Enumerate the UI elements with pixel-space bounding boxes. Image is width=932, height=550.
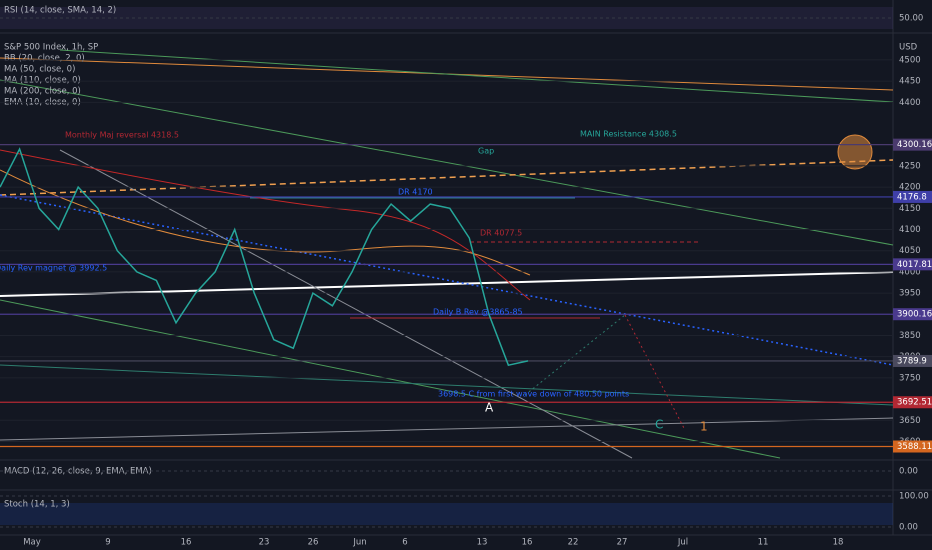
- annotation: A: [485, 401, 494, 415]
- indicator-tick-label: 100.00: [899, 492, 929, 502]
- x-tick-label: Jul: [677, 538, 688, 548]
- y-tick-label: 4400: [899, 98, 921, 108]
- x-tick-label: 27: [617, 538, 628, 548]
- x-tick-label: 26: [308, 538, 319, 548]
- x-tick-label: 23: [259, 538, 270, 548]
- level-label: 3588.11: [897, 442, 932, 452]
- level-box: [893, 258, 932, 271]
- indicator-tick-label: 0.00: [899, 467, 918, 477]
- legend-item: MA (50, close, 0): [4, 65, 75, 75]
- annotation: DR 4170: [398, 188, 433, 197]
- trend-line: [0, 194, 894, 366]
- level-label: 3692.51: [897, 398, 932, 408]
- level-box: [893, 138, 932, 151]
- x-tick-label: 6: [402, 538, 407, 548]
- annotation: Monthly Maj reversal 4318.5: [65, 131, 179, 140]
- annotation: DR 4077.5: [480, 229, 522, 238]
- level-label: 3789.9: [897, 356, 927, 366]
- trend-line: [59, 149, 633, 459]
- level-box: [893, 440, 932, 453]
- chart-title: S&P 500 Index, 1h, SP: [4, 43, 98, 53]
- trend-line: [0, 271, 894, 297]
- annotation: Daily Rev magnet @ 3992.5: [0, 264, 107, 273]
- x-tick-label: 16: [181, 538, 192, 548]
- currency-label: USD: [899, 43, 918, 53]
- y-tick-label: 4450: [899, 77, 921, 87]
- y-tick-label: 4000: [899, 267, 921, 277]
- stoch-band: [0, 503, 893, 525]
- indicator-name: Stoch (14, 1, 3): [4, 500, 70, 510]
- level-label: 4300.16: [897, 140, 932, 150]
- annotation: Daily B Rev @3865-85: [433, 308, 523, 317]
- y-tick-label: 4500: [899, 55, 921, 65]
- trend-line: [624, 314, 686, 431]
- trend-line: [0, 417, 894, 441]
- x-tick-label: Jun: [352, 538, 366, 548]
- level-box: [893, 190, 932, 203]
- y-tick-label: 3650: [899, 416, 921, 426]
- price-line: [0, 147, 529, 367]
- level-label: 4017.81: [897, 260, 932, 270]
- y-tick-label: 3850: [899, 331, 921, 341]
- x-tick-label: 13: [477, 538, 488, 548]
- trend-line: [59, 49, 894, 103]
- level-box: [893, 396, 932, 409]
- indicator-tick-label: 0.00: [899, 523, 918, 533]
- moving-average: [0, 169, 531, 276]
- level-box: [893, 308, 932, 321]
- x-tick-label: 11: [758, 538, 769, 548]
- trend-line: [0, 299, 781, 459]
- x-tick-label: 18: [833, 538, 844, 548]
- trend-line: [524, 314, 626, 396]
- annotation: C: [655, 418, 663, 432]
- x-tick-label: 22: [568, 538, 579, 548]
- legend-item: MA (200, close, 0): [4, 87, 81, 97]
- y-tick-label: 4200: [899, 183, 921, 193]
- level-label: 3900.16: [897, 310, 932, 320]
- y-tick-label: 4100: [899, 225, 921, 235]
- trend-line: [0, 364, 894, 406]
- highlight-circle: [837, 134, 873, 170]
- indicator-name: RSI (14, close, SMA, 14, 2): [4, 6, 116, 16]
- annotation: 1: [700, 420, 708, 434]
- x-tick-label: 9: [105, 538, 110, 548]
- level-label: 4176.8: [897, 192, 927, 202]
- level-box: [893, 354, 932, 367]
- trend-line: [0, 79, 894, 246]
- y-tick-label: 3750: [899, 373, 921, 383]
- annotation: 3698.5 C from first wave down of 480.50 …: [438, 390, 629, 399]
- indicator-tick-label: 50.00: [899, 14, 923, 24]
- y-tick-label: 4050: [899, 246, 921, 256]
- annotation: Gap: [478, 147, 494, 156]
- y-tick-label: 4250: [899, 161, 921, 171]
- x-tick-label: May: [23, 538, 41, 548]
- y-tick-label: 3950: [899, 289, 921, 299]
- legend-item: BB (20, close, 2, 0): [4, 54, 85, 64]
- y-tick-label: 4150: [899, 204, 921, 214]
- x-tick-label: 16: [522, 538, 533, 548]
- legend-item: MA (110, close, 0): [4, 76, 81, 86]
- annotation: MAIN Resistance 4308.5: [580, 130, 677, 139]
- indicator-name: MACD (12, 26, close, 9, EMA, EMA): [4, 467, 152, 477]
